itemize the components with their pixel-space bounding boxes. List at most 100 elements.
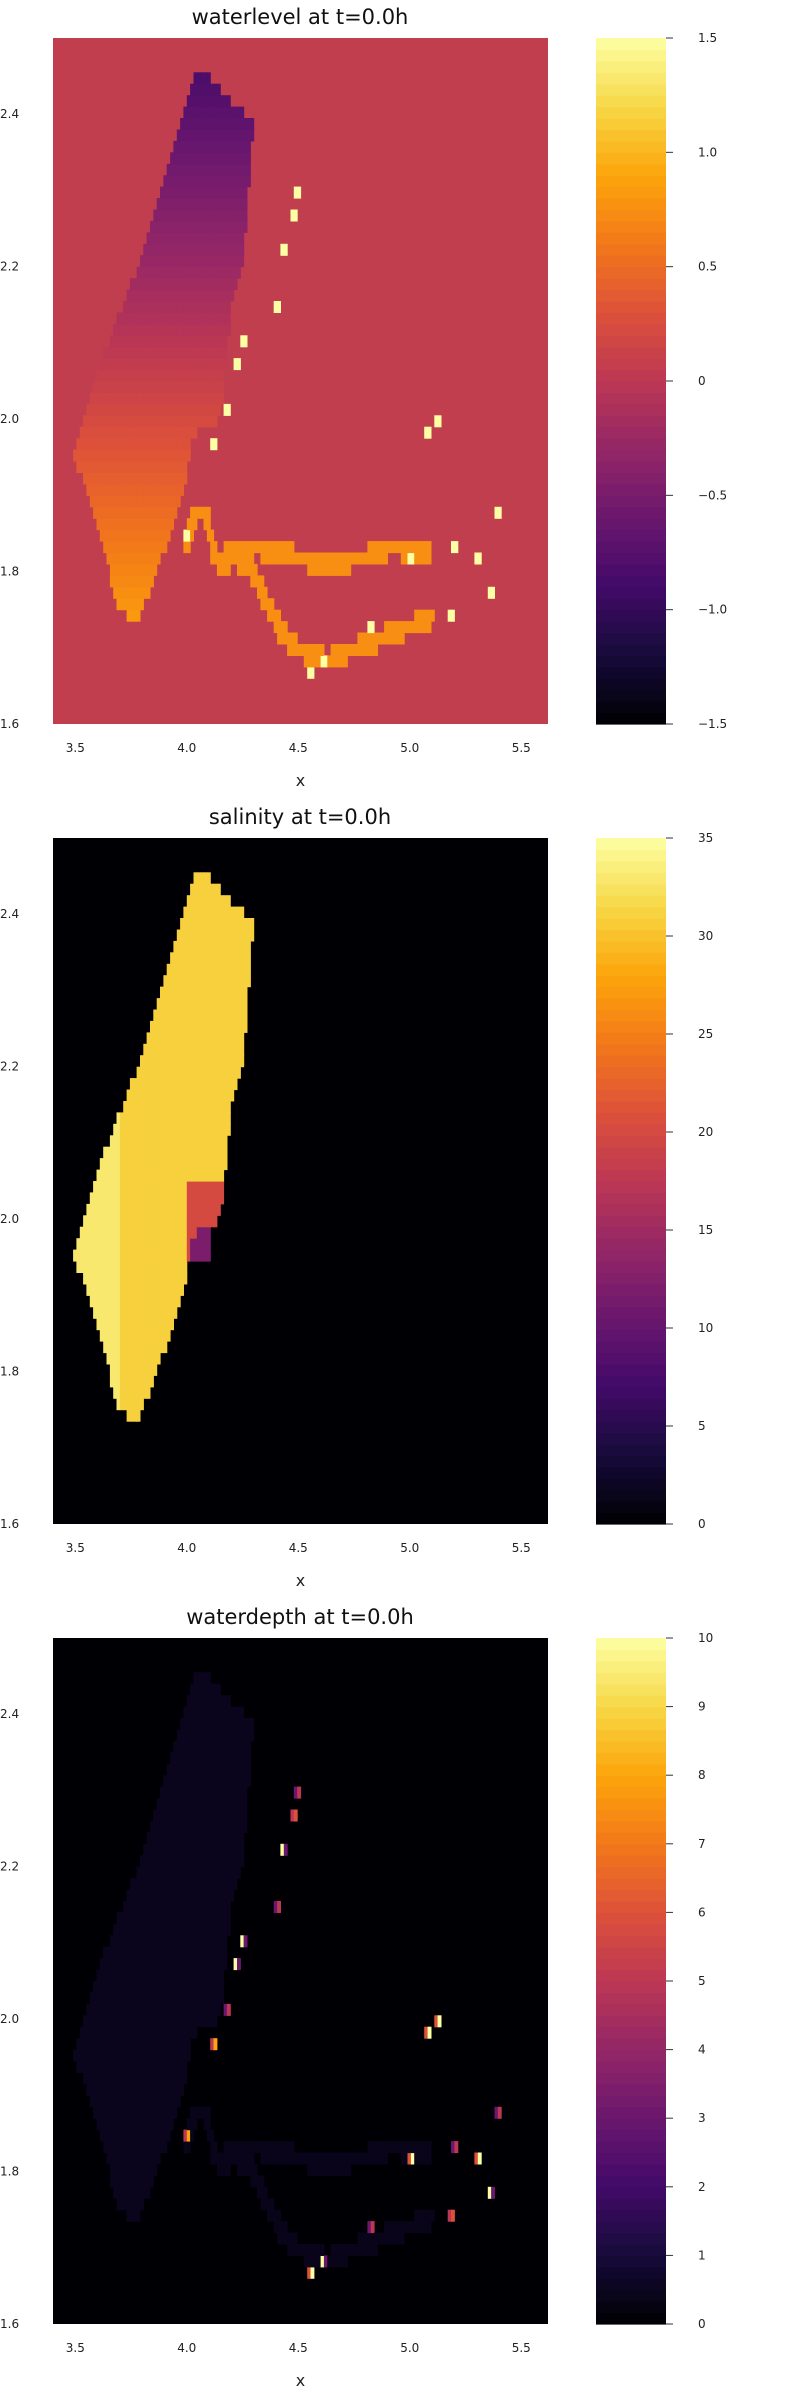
heatmap-cell bbox=[143, 403, 148, 416]
heatmap-cell bbox=[133, 2015, 138, 2028]
heatmap-cell bbox=[103, 2015, 108, 2028]
heatmap-cell bbox=[136, 2026, 141, 2039]
heatmap-cell bbox=[206, 1878, 211, 1891]
heatmap-cell bbox=[126, 449, 131, 462]
heatmap-cell bbox=[119, 1958, 124, 1971]
heatmap-cell bbox=[200, 369, 205, 382]
heatmap-cell bbox=[243, 1718, 248, 1730]
heatmap-cell bbox=[213, 1215, 218, 1228]
heatmap-cell bbox=[150, 1855, 154, 1868]
heatmap-cell bbox=[150, 438, 154, 451]
heatmap-cell bbox=[89, 1226, 94, 1239]
heatmap-cell bbox=[237, 952, 241, 965]
heatmap-cell bbox=[136, 1089, 141, 1102]
heatmap-cell bbox=[136, 449, 141, 462]
heatmap-cell bbox=[253, 575, 258, 588]
heatmap-cell bbox=[140, 1866, 144, 1879]
heatmap-cell bbox=[103, 2106, 108, 2119]
heatmap-cell bbox=[143, 346, 148, 359]
heatmap-cell bbox=[213, 1809, 218, 1822]
heatmap-cell bbox=[103, 426, 108, 439]
heatmap-cell bbox=[153, 1249, 158, 1262]
heatmap-cell bbox=[216, 1706, 221, 1719]
heatmap-cell bbox=[200, 392, 205, 405]
heatmap-cell bbox=[146, 1272, 151, 1285]
heatmap-cell bbox=[153, 1329, 158, 1342]
heatmap-cell bbox=[166, 1123, 171, 1136]
heatmap-cell bbox=[180, 1878, 184, 1891]
heatmap-cell bbox=[216, 1718, 221, 1730]
heatmap-cell bbox=[93, 449, 97, 462]
heatmap-cell bbox=[153, 392, 158, 405]
heatmap-cell bbox=[143, 1146, 148, 1159]
heatmap-cell bbox=[113, 495, 118, 508]
heatmap-cell bbox=[240, 1729, 245, 1742]
heatmap-cell bbox=[170, 1135, 174, 1148]
heatmap-cell bbox=[99, 2083, 104, 2096]
heatmap-cell bbox=[96, 2095, 101, 2108]
heatmap-cell bbox=[143, 1238, 148, 1251]
heatmap-cell bbox=[109, 403, 114, 416]
heatmap-cell bbox=[129, 289, 134, 302]
heatmap-cell bbox=[170, 403, 174, 416]
heatmap-cell bbox=[176, 1798, 181, 1811]
heatmap-cell bbox=[237, 563, 241, 576]
heatmap-cell bbox=[220, 175, 225, 188]
heatmap-cell bbox=[113, 541, 118, 554]
heatmap-cell bbox=[213, 1912, 218, 1925]
heatmap-cell bbox=[136, 1146, 141, 1159]
colorbar-segment bbox=[596, 2129, 666, 2142]
heatmap-cell bbox=[186, 106, 191, 119]
heatmap-cell bbox=[140, 1169, 144, 1182]
heatmap-cell bbox=[126, 2072, 131, 2085]
heatmap-cell bbox=[180, 1958, 184, 1971]
heatmap-cell bbox=[123, 426, 128, 439]
heatmap-cell bbox=[186, 118, 191, 130]
heatmap-cell bbox=[156, 483, 161, 496]
heatmap-cell bbox=[160, 1855, 164, 1868]
heatmap-cell bbox=[230, 163, 235, 176]
heatmap-cell bbox=[119, 2141, 124, 2154]
heatmap-cell bbox=[206, 1089, 211, 1102]
heatmap-cell bbox=[126, 415, 131, 428]
heatmap-cell bbox=[143, 2175, 148, 2188]
heatmap-cell bbox=[153, 1043, 158, 1056]
heatmap-cell bbox=[230, 1878, 235, 1891]
heatmap-cell bbox=[216, 1901, 221, 1913]
heatmap-cell bbox=[136, 392, 141, 405]
heatmap-cell bbox=[394, 2232, 398, 2245]
heatmap-cell bbox=[163, 1135, 168, 1148]
heatmap-cell bbox=[210, 1169, 215, 1182]
heatmap-cell bbox=[206, 1752, 211, 1765]
heatmap-cell bbox=[374, 2232, 378, 2245]
heatmap-cell bbox=[150, 2083, 154, 2096]
heatmap-cell bbox=[109, 2163, 114, 2176]
heatmap-cell bbox=[160, 392, 164, 405]
heatmap-cell bbox=[113, 563, 118, 576]
heatmap-cell bbox=[160, 2026, 164, 2039]
heatmap-cell bbox=[163, 2129, 168, 2142]
heatmap-cell bbox=[160, 1089, 164, 1102]
heatmap-cell bbox=[170, 175, 174, 188]
colorbar-segment bbox=[596, 963, 666, 976]
heatmap-cell bbox=[183, 998, 188, 1011]
heatmap-cell bbox=[220, 1706, 225, 1719]
heatmap-cell bbox=[143, 312, 148, 325]
heatmap-cell bbox=[180, 1809, 184, 1822]
heatmap-cell bbox=[119, 1386, 124, 1399]
heatmap-cell bbox=[223, 906, 228, 919]
heatmap-cell bbox=[370, 632, 375, 645]
heatmap-cell bbox=[203, 895, 208, 908]
heatmap-cell bbox=[410, 2141, 415, 2154]
heatmap-cell bbox=[113, 2152, 118, 2165]
heatmap-cell bbox=[190, 1866, 194, 1879]
heatmap-cell bbox=[136, 1935, 141, 1948]
heatmap-cell bbox=[99, 2049, 104, 2062]
heatmap-cell bbox=[183, 472, 188, 485]
heatmap-cell bbox=[140, 1101, 144, 1113]
heatmap-cell bbox=[200, 312, 205, 325]
heatmap-cell bbox=[206, 506, 211, 519]
heatmap-cell bbox=[173, 1158, 178, 1171]
colorbar-segment bbox=[596, 1512, 666, 1525]
heatmap-cell bbox=[176, 1981, 181, 1993]
